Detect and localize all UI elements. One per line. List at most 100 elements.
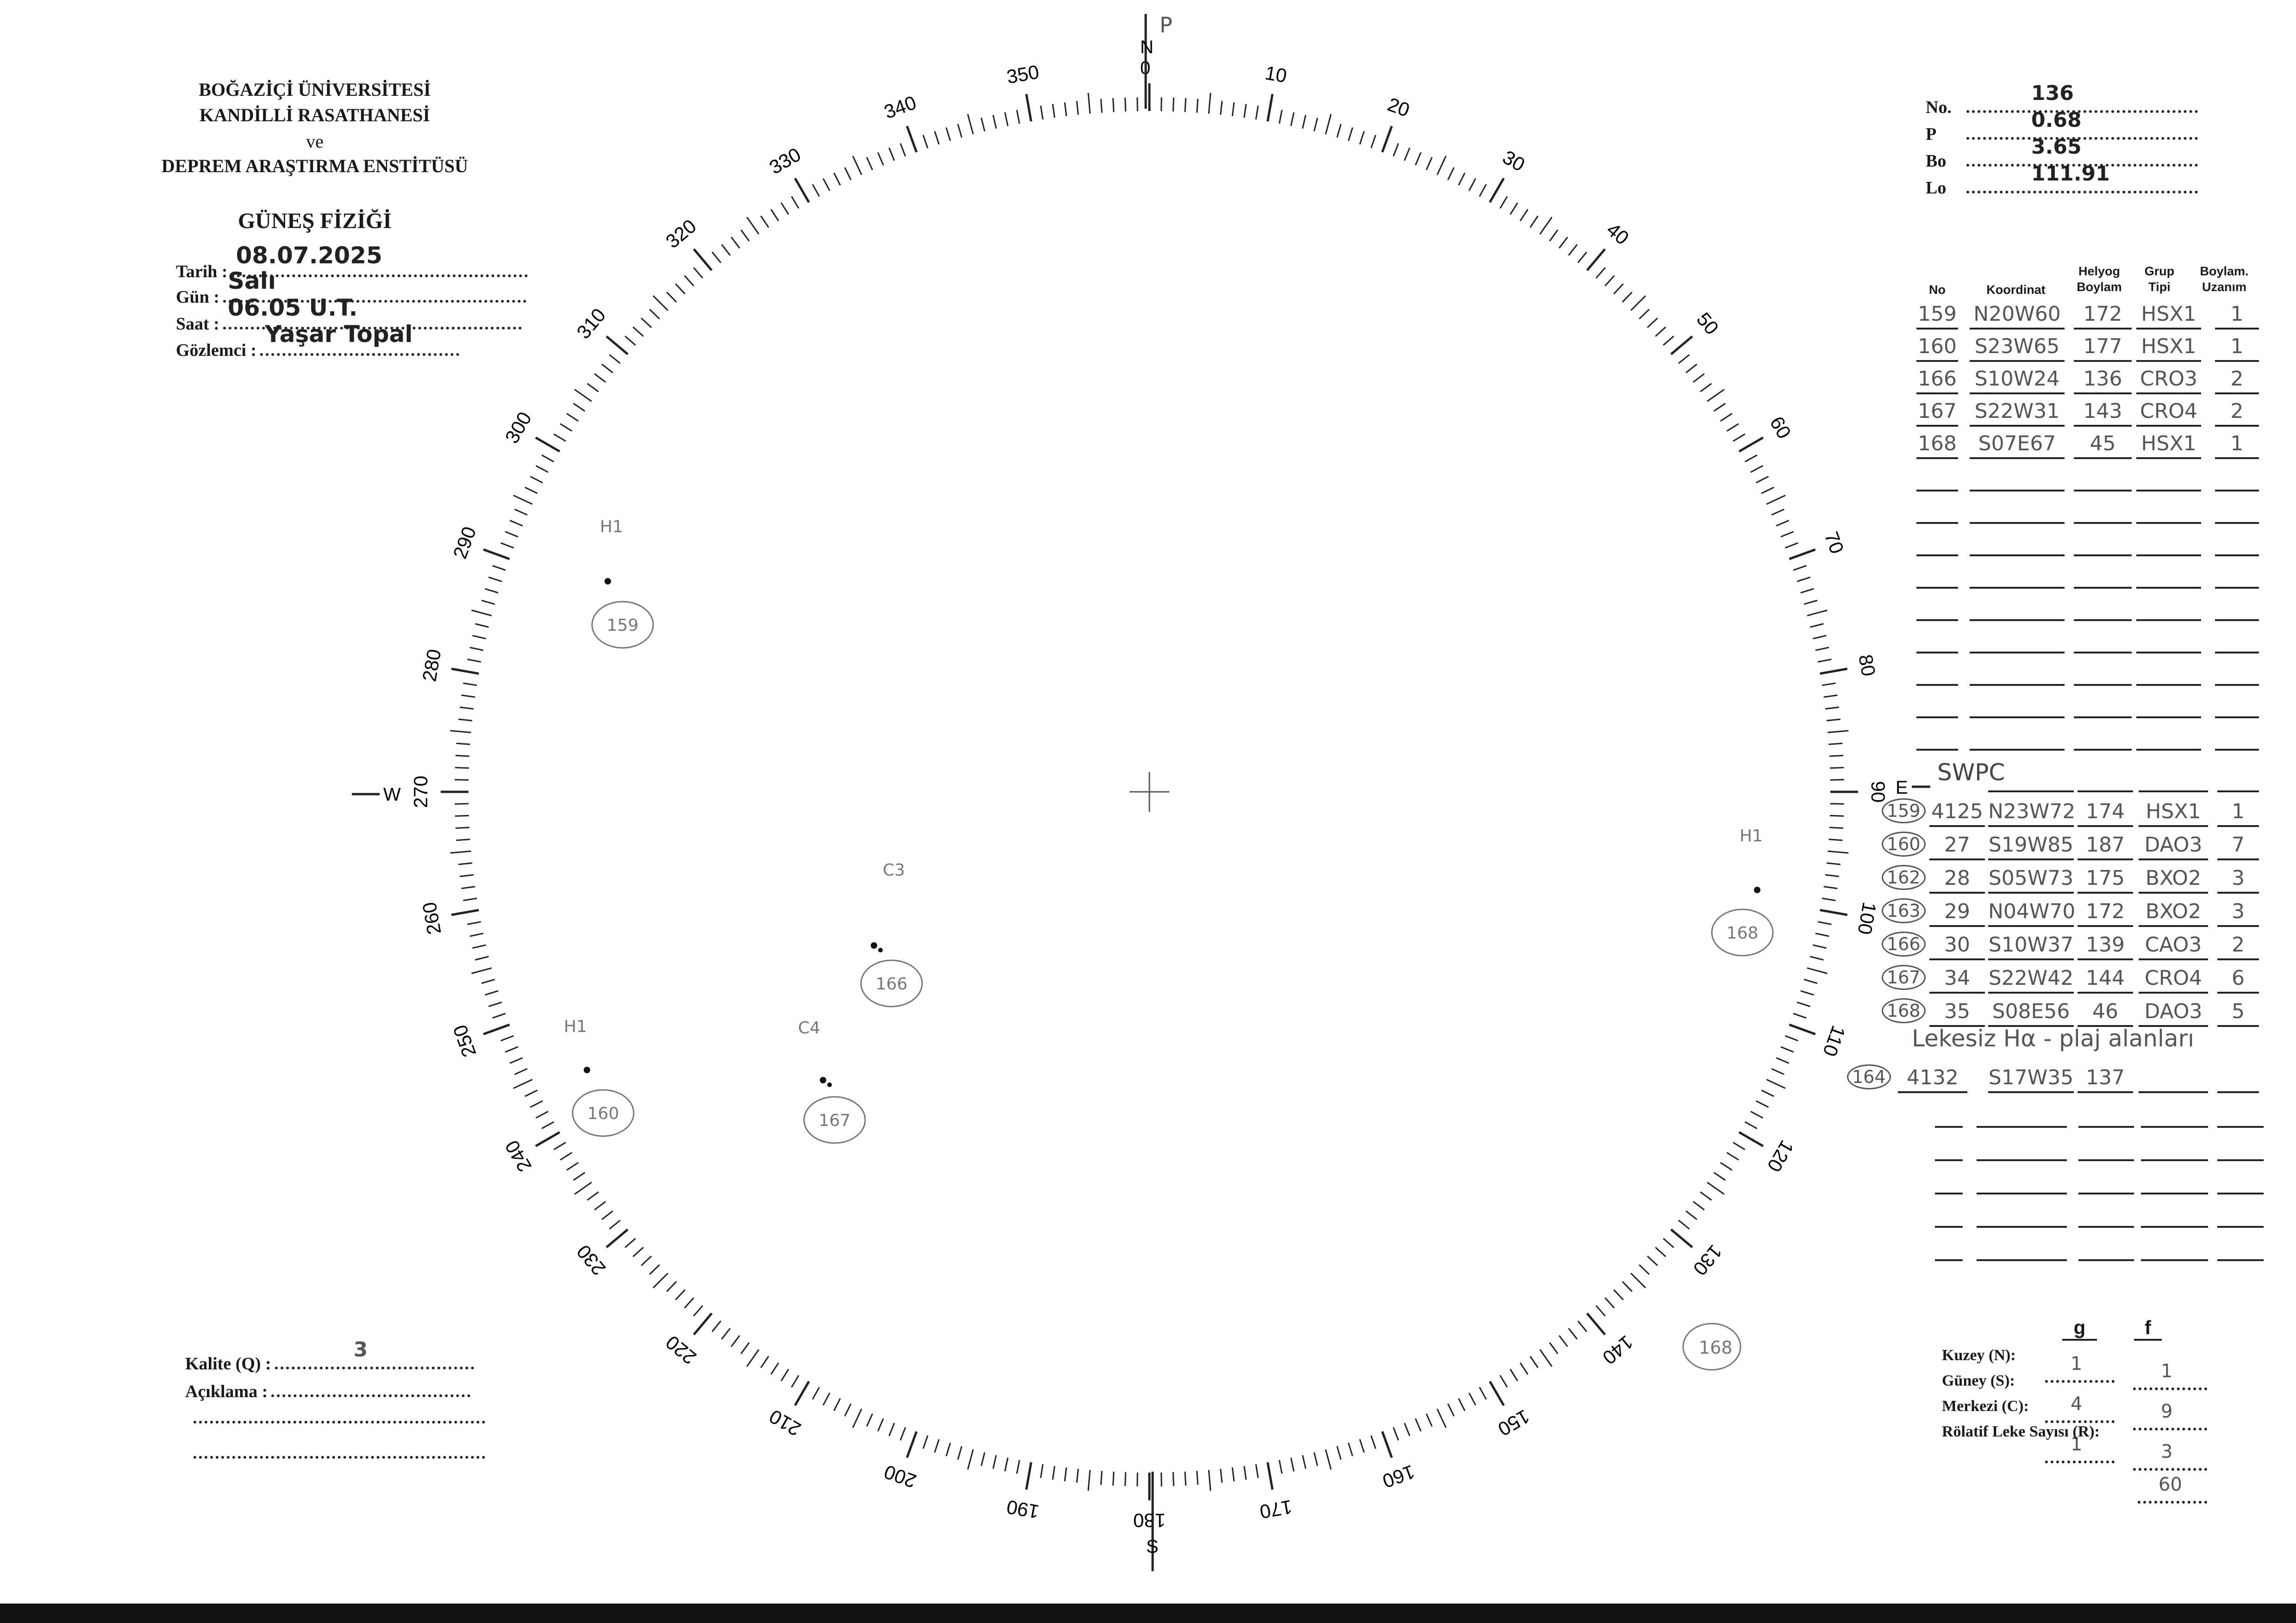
date-value: 08.07.2025: [236, 242, 382, 269]
degree-tick: [1510, 1368, 1518, 1381]
degree-tick: [1549, 1342, 1559, 1355]
degree-tick: [811, 184, 820, 197]
degree-tick: [1231, 1467, 1235, 1481]
degree-tick: [1064, 1467, 1067, 1481]
degree-tick: [514, 509, 528, 516]
degree-tick: [1040, 1464, 1044, 1478]
param-lo: Lo 111.91: [1926, 162, 2198, 198]
groups-cell: 143: [2074, 398, 2132, 427]
counts-block: Kuzey (N): 1 1 Güney (S): 4 9 Merkezi (C): 1 3 Rö…: [0, 15, 2296, 1504]
swpc-title: SWPC: [1937, 759, 2005, 786]
groups-cell: [1916, 690, 1958, 718]
degree-tick: [1707, 1181, 1725, 1195]
sunspot-mark: [820, 1077, 826, 1083]
degree-tick: [1700, 383, 1712, 392]
degree-label: 70: [1820, 529, 1848, 557]
degree-tick: [460, 874, 474, 877]
swpc-cell: HSX1: [2139, 798, 2208, 827]
degree-tick: [1425, 157, 1433, 170]
degree-tick: [472, 944, 487, 949]
param-no-label: No.: [1926, 98, 1952, 117]
blank-row-cell: [2141, 1199, 2208, 1228]
degree-tick: [1663, 336, 1674, 346]
degree-tick: [1826, 862, 1841, 865]
col-header-group-type: Grup Tipi: [2144, 264, 2175, 294]
degree-tick: [1392, 143, 1399, 157]
degree-tick: [455, 754, 470, 757]
degree-tick: [1780, 1046, 1794, 1053]
degree-tick: [1771, 1068, 1784, 1075]
degree-tick: [1313, 1452, 1318, 1466]
f-value: 1: [2161, 1361, 2173, 1382]
relative-number-line: 60: [2138, 1474, 2207, 1504]
degree-tick: [1479, 1387, 1487, 1400]
groups-cell: [1916, 722, 1958, 751]
degree-tick: [1780, 531, 1794, 538]
blank-row-cell: [2078, 1166, 2134, 1194]
degree-tick: [1112, 98, 1115, 112]
degree-tick: [967, 114, 974, 135]
degree-label: 90: [1867, 781, 1889, 803]
degree-tick: [451, 908, 479, 916]
degree-tick: [693, 248, 713, 271]
param-p: P 0.68: [1926, 108, 2198, 144]
sunspot-mark: [827, 1082, 832, 1087]
degree-tick: [1820, 908, 1848, 916]
sunspot-mark: [584, 1067, 590, 1073]
count-label: Kuzey (N):: [1942, 1347, 2016, 1364]
swpc-cell: 2: [2217, 932, 2259, 960]
sunspot-layer: H1 159 H1 160 C3 166 C4 167 H1 168: [564, 517, 1774, 1144]
degree-tick: [1622, 292, 1633, 303]
degree-tick: [560, 423, 573, 432]
blank-row-cell: [1935, 1099, 1963, 1128]
degree-tick: [1828, 850, 1849, 854]
degree-tick: [1549, 229, 1559, 242]
swpc-cell: S05W73: [1988, 865, 2074, 894]
swpc-cell: 137: [2078, 1064, 2133, 1093]
degree-tick: [652, 1273, 668, 1289]
sunspot-mark: [1754, 887, 1760, 893]
degree-tick: [1425, 1413, 1433, 1427]
groups-cell: [2074, 625, 2132, 653]
degree-label: 60: [1766, 413, 1795, 442]
blank-row-cell: [2141, 1132, 2208, 1161]
groups-cell: [2074, 495, 2132, 524]
degree-label: 130: [1689, 1241, 1727, 1280]
groups-cell: HSX1: [2136, 301, 2201, 330]
degree-tick: [1290, 1457, 1295, 1472]
south-label: S: [1146, 1536, 1159, 1557]
degree-tick: [1468, 178, 1477, 191]
degree-tick: [833, 1398, 841, 1412]
groups-cell: 2: [2215, 366, 2259, 394]
degree-tick: [455, 827, 470, 829]
degree-tick: [1800, 588, 1814, 594]
degree-label: 290: [449, 524, 480, 562]
sunspot-type-label: H1: [1740, 827, 1763, 846]
swpc-cell: 175: [2078, 865, 2133, 894]
swpc-cell: 187: [2078, 832, 2133, 860]
degree-tick: [1415, 152, 1422, 166]
degree-tick: [1647, 1256, 1658, 1266]
degree-label: 100: [1853, 901, 1880, 936]
degree-tick: [1359, 1439, 1365, 1453]
groups-cell: CRO3: [2136, 366, 2201, 394]
degree-tick: [1381, 125, 1393, 153]
degree-tick: [1630, 1273, 1647, 1289]
degree-tick: [1639, 1264, 1650, 1275]
blank-row-cell: [2078, 1132, 2134, 1161]
degree-tick: [624, 1237, 636, 1248]
degree-tick: [684, 275, 694, 286]
degree-tick: [1733, 1142, 1746, 1150]
swpc-blank: [2217, 764, 2259, 792]
degree-tick: [693, 267, 704, 279]
degree-tick: [1670, 335, 1693, 355]
degree-tick: [1807, 609, 1828, 616]
degree-tick: [888, 147, 895, 161]
groups-cell: [2074, 690, 2132, 718]
degree-tick: [1685, 1210, 1697, 1220]
swpc-blank: [2217, 1064, 2259, 1093]
sunspot-group-circle: [1711, 908, 1774, 957]
degree-tick: [1392, 1427, 1399, 1441]
degree-tick: [1313, 118, 1318, 132]
degree-tick: [505, 1046, 518, 1053]
